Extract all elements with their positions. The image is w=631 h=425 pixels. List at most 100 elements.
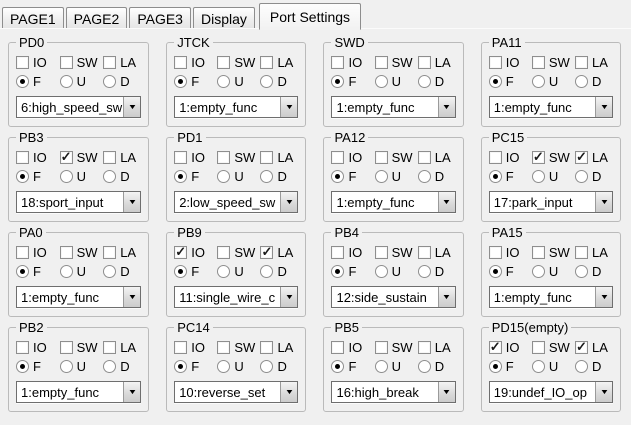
checkbox-io[interactable]: ✓ <box>16 246 29 259</box>
tab-display[interactable]: Display <box>192 7 255 29</box>
function-dropdown[interactable]: 18:sport_input ▼ <box>16 191 142 213</box>
radio-d[interactable] <box>417 360 431 373</box>
radio-d[interactable] <box>260 75 274 88</box>
function-dropdown[interactable]: 17:park_input ▼ <box>488 191 613 213</box>
checkbox-io[interactable]: ✓ <box>16 151 29 164</box>
radio-d[interactable] <box>574 265 588 278</box>
radio-f[interactable] <box>16 75 29 88</box>
radio-u[interactable] <box>531 265 545 278</box>
checkbox-io[interactable]: ✓ <box>174 151 188 164</box>
dropdown-button[interactable]: ▼ <box>437 382 455 402</box>
dropdown-button[interactable]: ▼ <box>595 287 612 307</box>
checkbox-la[interactable]: ✓ <box>574 246 588 259</box>
checkbox-sw[interactable]: ✓ <box>59 246 73 259</box>
function-dropdown[interactable]: 1:empty_func ▼ <box>174 96 299 118</box>
radio-u[interactable] <box>59 360 73 373</box>
checkbox-sw[interactable]: ✓ <box>374 341 388 354</box>
radio-u[interactable] <box>217 75 231 88</box>
checkbox-la[interactable]: ✓ <box>260 244 274 259</box>
checkbox-io[interactable]: ✓ <box>488 151 502 164</box>
radio-d[interactable] <box>103 75 117 88</box>
checkbox-sw[interactable]: ✓ <box>531 149 545 164</box>
radio-u[interactable] <box>374 360 388 373</box>
checkbox-sw[interactable]: ✓ <box>531 56 545 69</box>
checkbox-io[interactable]: ✓ <box>174 56 188 69</box>
dropdown-button[interactable]: ▼ <box>123 382 141 402</box>
radio-f[interactable] <box>331 75 345 88</box>
checkbox-la[interactable]: ✓ <box>417 151 431 164</box>
radio-u[interactable] <box>374 265 388 278</box>
tab-page3[interactable]: PAGE3 <box>129 7 191 29</box>
checkbox-io[interactable]: ✓ <box>16 56 29 69</box>
checkbox-la[interactable]: ✓ <box>103 56 117 69</box>
dropdown-button[interactable]: ▼ <box>280 382 298 402</box>
radio-d[interactable] <box>103 360 117 373</box>
checkbox-la[interactable]: ✓ <box>417 341 431 354</box>
tab-page2[interactable]: PAGE2 <box>65 7 128 29</box>
dropdown-button[interactable]: ▼ <box>595 382 612 402</box>
radio-d[interactable] <box>417 75 431 88</box>
radio-u[interactable] <box>531 170 545 183</box>
radio-f[interactable] <box>488 265 502 278</box>
function-dropdown[interactable]: 1:empty_func ▼ <box>16 286 142 308</box>
checkbox-sw[interactable]: ✓ <box>374 246 388 259</box>
checkbox-io[interactable]: ✓ <box>331 341 345 354</box>
checkbox-la[interactable]: ✓ <box>260 341 274 354</box>
checkbox-io[interactable]: ✓ <box>331 56 345 69</box>
radio-d[interactable] <box>260 265 274 278</box>
radio-f[interactable] <box>174 360 188 373</box>
radio-u[interactable] <box>531 360 545 373</box>
radio-u[interactable] <box>374 170 388 183</box>
checkbox-sw[interactable]: ✓ <box>217 246 231 259</box>
radio-d[interactable] <box>103 265 117 278</box>
checkbox-la[interactable]: ✓ <box>103 151 117 164</box>
radio-f[interactable] <box>488 360 502 373</box>
radio-f[interactable] <box>174 75 188 88</box>
function-dropdown[interactable]: 2:low_speed_sw ▼ <box>174 191 299 213</box>
dropdown-button[interactable]: ▼ <box>595 192 612 212</box>
checkbox-sw[interactable]: ✓ <box>531 246 545 259</box>
function-dropdown[interactable]: 12:side_sustain ▼ <box>331 286 456 308</box>
checkbox-sw[interactable]: ✓ <box>217 151 231 164</box>
function-dropdown[interactable]: 1:empty_func ▼ <box>331 191 456 213</box>
radio-u[interactable] <box>531 75 545 88</box>
radio-d[interactable] <box>574 75 588 88</box>
dropdown-button[interactable]: ▼ <box>437 287 455 307</box>
checkbox-sw[interactable]: ✓ <box>374 151 388 164</box>
checkbox-sw[interactable]: ✓ <box>217 56 231 69</box>
radio-f[interactable] <box>331 360 345 373</box>
radio-u[interactable] <box>374 75 388 88</box>
radio-u[interactable] <box>217 170 231 183</box>
radio-f[interactable] <box>16 170 29 183</box>
checkbox-sw[interactable]: ✓ <box>59 149 73 164</box>
radio-d[interactable] <box>417 265 431 278</box>
checkbox-la[interactable]: ✓ <box>417 246 431 259</box>
function-dropdown[interactable]: 1:empty_func ▼ <box>331 96 456 118</box>
checkbox-la[interactable]: ✓ <box>574 149 588 164</box>
checkbox-io[interactable]: ✓ <box>331 151 345 164</box>
checkbox-io[interactable]: ✓ <box>488 339 502 354</box>
checkbox-la[interactable]: ✓ <box>260 151 274 164</box>
checkbox-la[interactable]: ✓ <box>417 56 431 69</box>
radio-f[interactable] <box>16 265 29 278</box>
checkbox-sw[interactable]: ✓ <box>531 341 545 354</box>
checkbox-io[interactable]: ✓ <box>174 341 188 354</box>
checkbox-la[interactable]: ✓ <box>103 341 117 354</box>
checkbox-io[interactable]: ✓ <box>488 246 502 259</box>
radio-d[interactable] <box>574 170 588 183</box>
checkbox-la[interactable]: ✓ <box>574 339 588 354</box>
checkbox-la[interactable]: ✓ <box>574 56 588 69</box>
radio-f[interactable] <box>16 360 29 373</box>
dropdown-button[interactable]: ▼ <box>280 192 298 212</box>
tab-page1[interactable]: PAGE1 <box>2 7 64 29</box>
checkbox-io[interactable]: ✓ <box>488 56 502 69</box>
function-dropdown[interactable]: 16:high_break ▼ <box>331 381 456 403</box>
radio-u[interactable] <box>217 265 231 278</box>
radio-f[interactable] <box>488 170 502 183</box>
dropdown-button[interactable]: ▼ <box>123 97 141 117</box>
radio-f[interactable] <box>488 75 502 88</box>
radio-u[interactable] <box>217 360 231 373</box>
function-dropdown[interactable]: 11:single_wire_c ▼ <box>174 286 299 308</box>
tab-port-settings[interactable]: Port Settings <box>258 3 362 30</box>
dropdown-button[interactable]: ▼ <box>437 97 455 117</box>
